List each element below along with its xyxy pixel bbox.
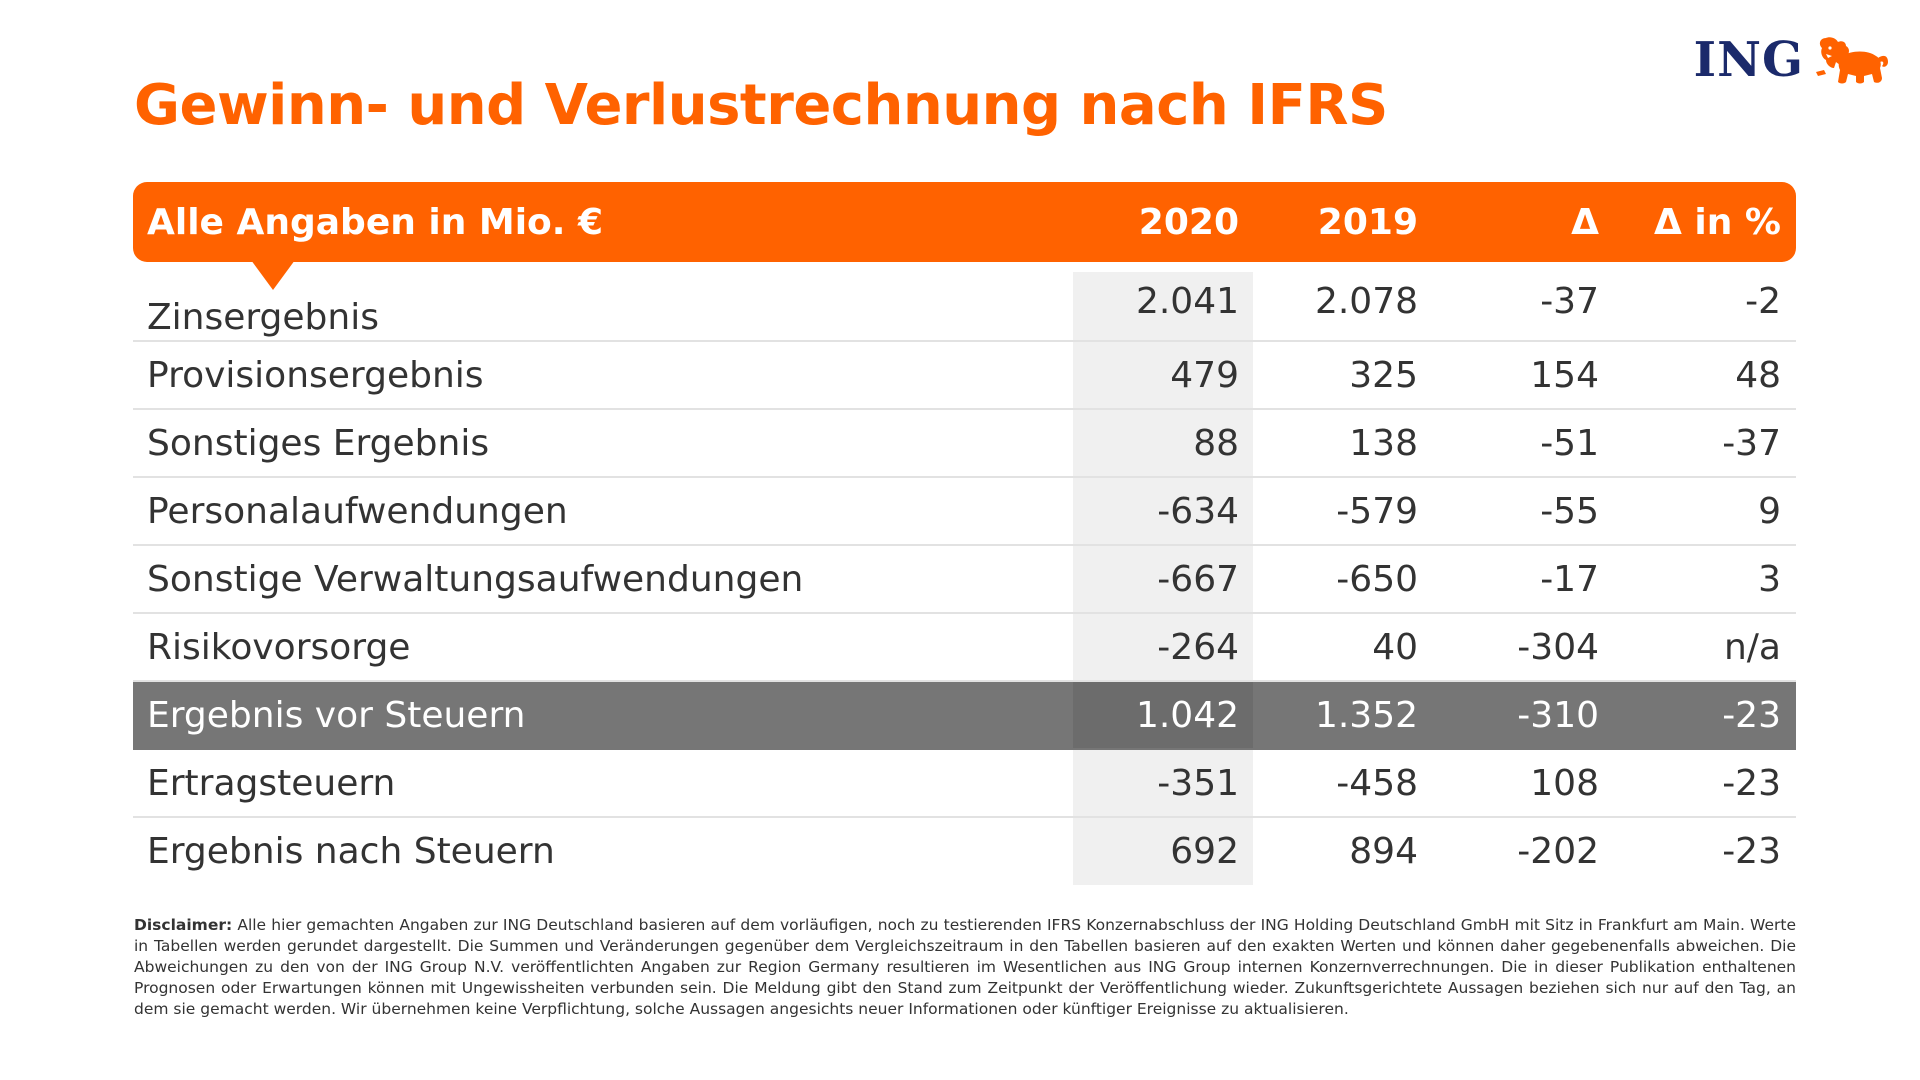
value-delta-percent: -23 <box>1722 762 1781 804</box>
value-2020: -264 <box>1157 626 1239 668</box>
value-2019: 894 <box>1349 830 1418 872</box>
value-delta-percent: -23 <box>1722 694 1781 736</box>
header-delta-percent: Δ in % <box>1654 201 1781 243</box>
table-row: Sonstiges Ergebnis 88 138 -51 -37 <box>133 410 1796 478</box>
value-delta: -304 <box>1517 626 1599 668</box>
table-row: Ergebnis nach Steuern 692 894 -202 -23 <box>133 818 1796 884</box>
highlight-2020-shade <box>1073 682 1253 748</box>
row-label: Sonstiges Ergebnis <box>147 422 490 464</box>
value-delta-percent: 48 <box>1735 354 1781 396</box>
row-label: Provisionsergebnis <box>147 354 484 396</box>
header-pointer <box>251 260 295 290</box>
page-title: Gewinn- und Verlustrechnung nach IFRS <box>134 73 1388 138</box>
disclaimer-lead: Disclaimer: <box>134 916 233 934</box>
table-body: Zinsergebnis 2.041 2.078 -37 -2 Provisio… <box>133 262 1796 885</box>
value-delta: 108 <box>1530 762 1599 804</box>
value-2019: -579 <box>1336 490 1418 532</box>
value-delta: -202 <box>1517 830 1599 872</box>
table-row: Zinsergebnis 2.041 2.078 -37 -2 <box>133 262 1796 342</box>
value-2020: 1.042 <box>1135 694 1239 736</box>
disclaimer: Disclaimer: Alle hier gemachten Angaben … <box>134 915 1796 1020</box>
value-2019: 1.352 <box>1314 694 1418 736</box>
row-label: Zinsergebnis <box>147 296 379 338</box>
header-unit-label: Alle Angaben in Mio. € <box>147 201 604 243</box>
table-header: Alle Angaben in Mio. € 2020 2019 Δ Δ in … <box>133 182 1796 290</box>
value-2019: 40 <box>1372 626 1418 668</box>
value-delta: -51 <box>1540 422 1599 464</box>
row-label: Ergebnis nach Steuern <box>147 830 555 872</box>
row-label: Personalaufwendungen <box>147 490 568 532</box>
value-delta: -310 <box>1517 694 1599 736</box>
value-2019: 138 <box>1349 422 1418 464</box>
value-2019: -458 <box>1336 762 1418 804</box>
value-delta: 154 <box>1530 354 1599 396</box>
table-row: Provisionsergebnis 479 325 154 48 <box>133 342 1796 410</box>
value-delta-percent: -37 <box>1722 422 1781 464</box>
value-2020: -667 <box>1157 558 1239 600</box>
disclaimer-text: Alle hier gemachten Angaben zur ING Deut… <box>134 916 1796 1018</box>
value-2020: -351 <box>1157 762 1239 804</box>
table-row: Ertragsteuern -351 -458 108 -23 <box>133 750 1796 818</box>
value-2019: -650 <box>1336 558 1418 600</box>
value-2020: 2.041 <box>1135 280 1239 322</box>
row-label: Sonstige Verwaltungsaufwendungen <box>147 558 804 600</box>
table-row: Sonstige Verwaltungsaufwendungen -667 -6… <box>133 546 1796 614</box>
lion-icon <box>1816 37 1888 84</box>
value-2019: 325 <box>1349 354 1418 396</box>
value-delta: -37 <box>1540 280 1599 322</box>
table-row-highlighted: Ergebnis vor Steuern 1.042 1.352 -310 -2… <box>133 682 1796 750</box>
value-2020: 479 <box>1170 354 1239 396</box>
logo-wordmark: ING <box>1693 32 1804 88</box>
value-delta-percent: -2 <box>1745 280 1781 322</box>
value-2019: 2.078 <box>1314 280 1418 322</box>
income-statement-table: Alle Angaben in Mio. € 2020 2019 Δ Δ in … <box>133 182 1796 885</box>
value-delta: -17 <box>1540 558 1599 600</box>
value-delta-percent: n/a <box>1723 626 1781 668</box>
header-year-2019: 2019 <box>1317 201 1418 243</box>
header-year-2020: 2020 <box>1138 201 1239 243</box>
value-2020: -634 <box>1157 490 1239 532</box>
value-delta: -55 <box>1540 490 1599 532</box>
value-delta-percent: 9 <box>1758 490 1781 532</box>
column-2020-shade <box>1073 272 1253 885</box>
row-label: Ertragsteuern <box>147 762 396 804</box>
ing-logo: ING <box>1694 30 1890 90</box>
row-label: Ergebnis vor Steuern <box>147 694 526 736</box>
value-2020: 692 <box>1170 830 1239 872</box>
value-2020: 88 <box>1193 422 1239 464</box>
row-label: Risikovorsorge <box>147 626 411 668</box>
table-row: Personalaufwendungen -634 -579 -55 9 <box>133 478 1796 546</box>
table-row: Risikovorsorge -264 40 -304 n/a <box>133 614 1796 682</box>
header-delta: Δ <box>1571 201 1599 243</box>
value-delta-percent: -23 <box>1722 830 1781 872</box>
value-delta-percent: 3 <box>1758 558 1781 600</box>
